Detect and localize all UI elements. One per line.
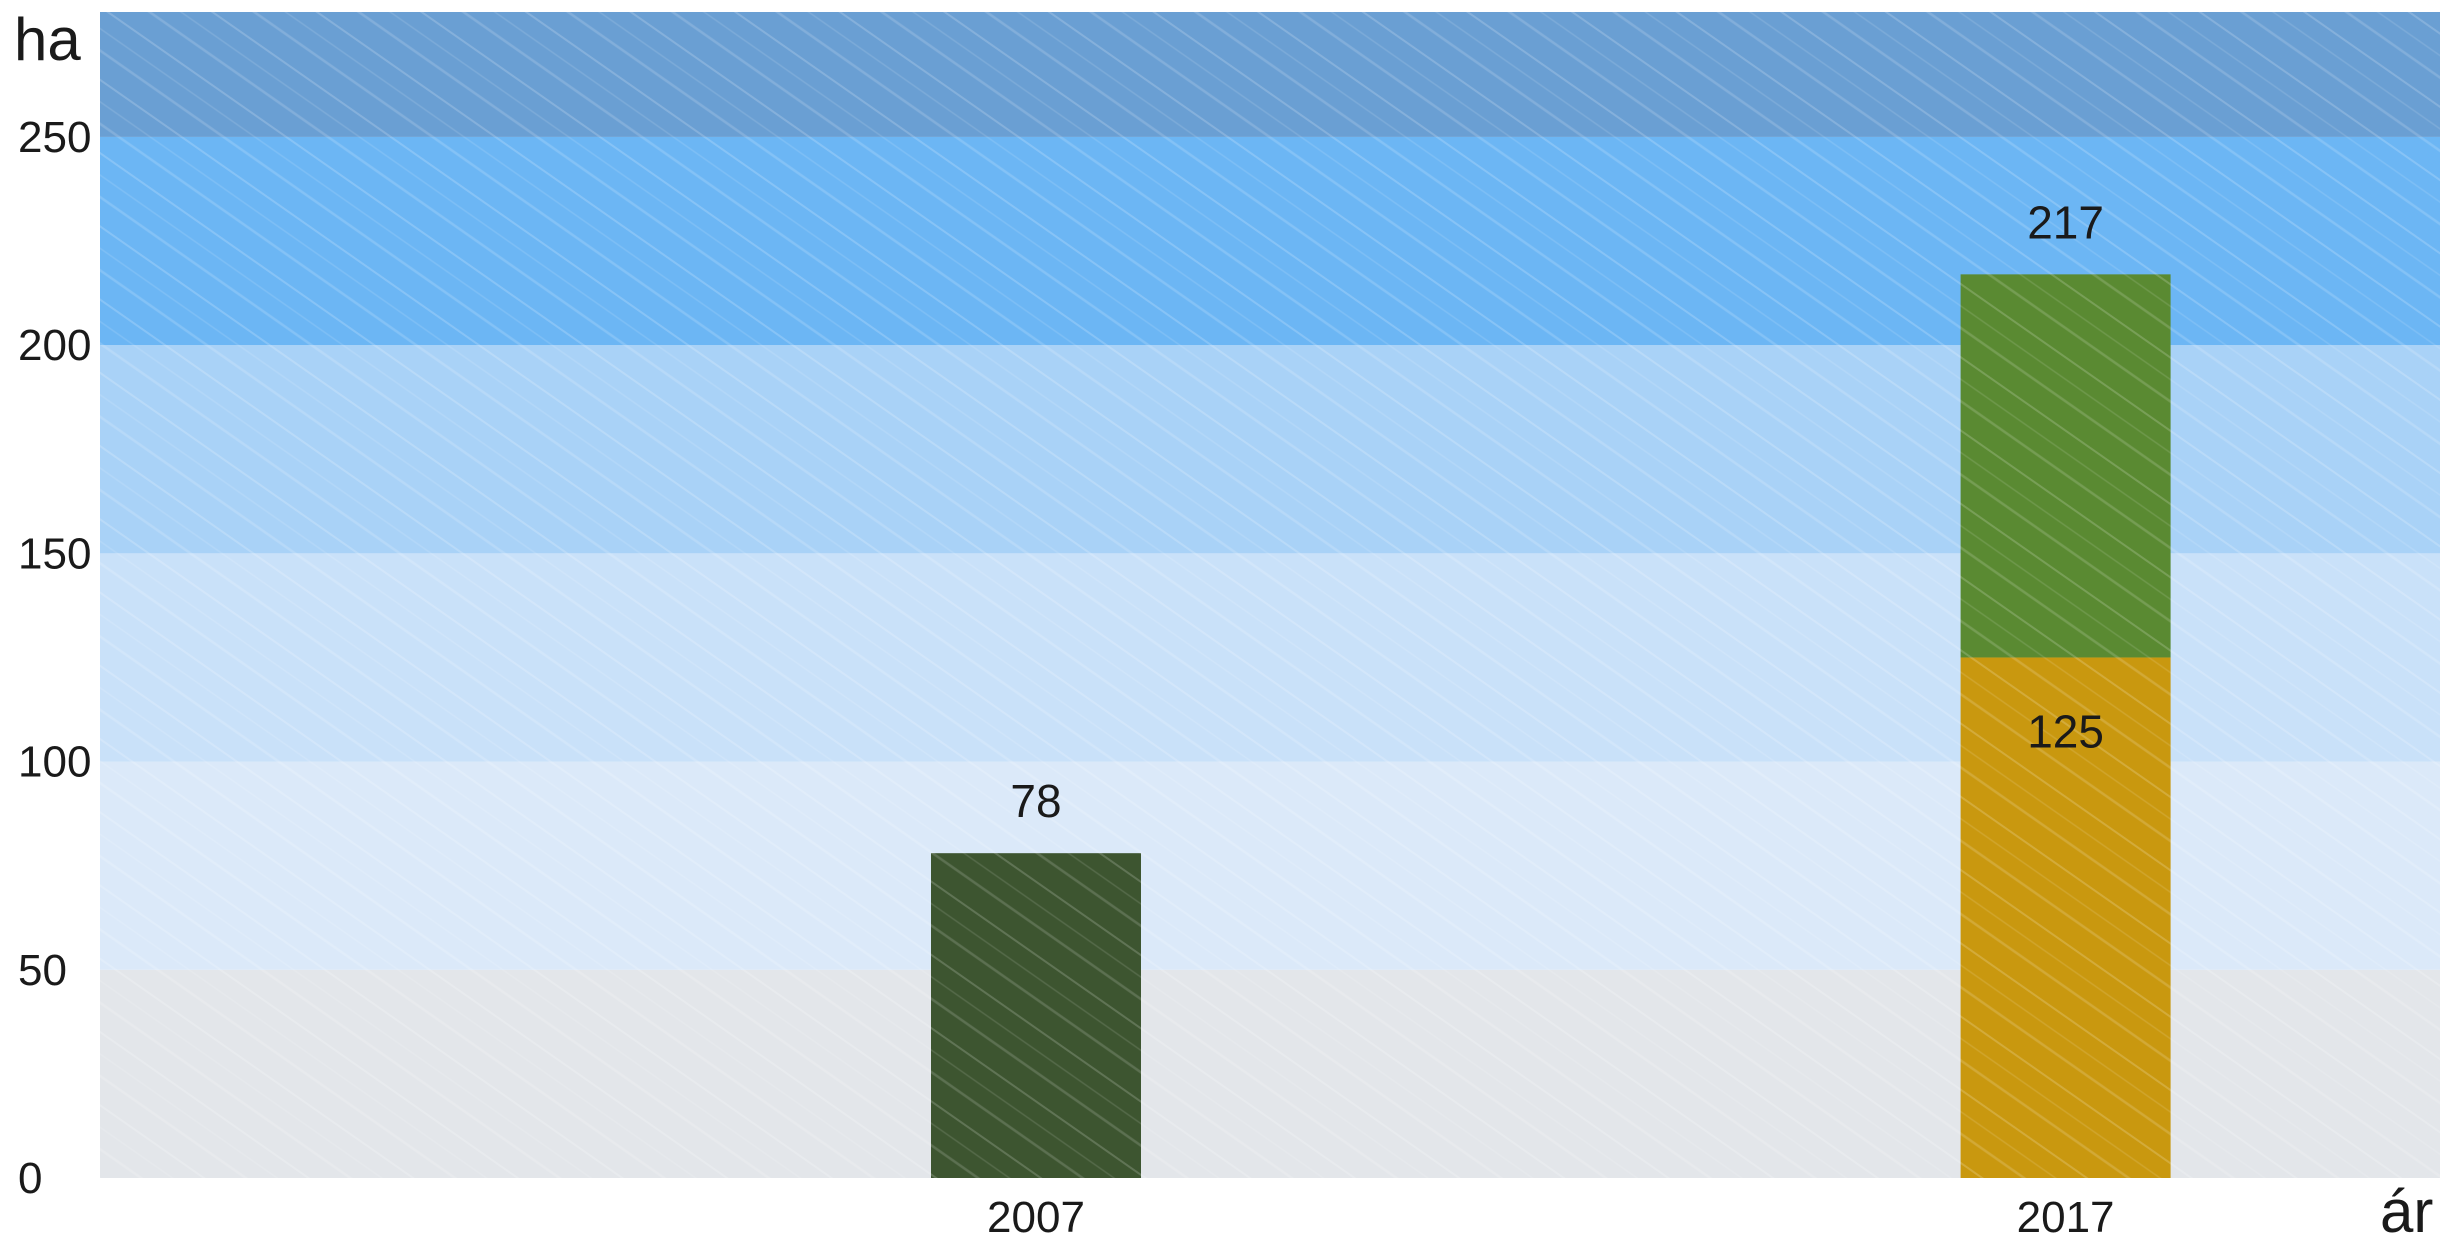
data-label: 125 bbox=[2027, 705, 2104, 757]
y-tick-label: 0 bbox=[18, 1154, 42, 1203]
background-band-texture bbox=[100, 12, 2440, 137]
bar-segment-texture bbox=[1960, 274, 2171, 658]
y-axis-label: ha bbox=[14, 6, 81, 73]
data-label: 78 bbox=[1010, 775, 1061, 827]
data-labels: 78 125 217 bbox=[1010, 196, 2104, 827]
y-axis-ticks: 0 50 100 150 200 250 bbox=[18, 113, 91, 1203]
data-label: 217 bbox=[2027, 196, 2104, 248]
y-tick-label: 250 bbox=[18, 113, 91, 162]
bars bbox=[931, 274, 2171, 1178]
y-tick-label: 100 bbox=[18, 738, 91, 787]
x-axis-ticks: 2007 2017 bbox=[987, 1193, 2114, 1238]
bar-segment-texture bbox=[1960, 657, 2171, 1178]
y-tick-label: 200 bbox=[18, 321, 91, 370]
x-axis-label: ár bbox=[2380, 1178, 2433, 1238]
y-tick-label: 150 bbox=[18, 529, 91, 578]
bar-segment-texture bbox=[931, 853, 1141, 1178]
y-tick-label: 50 bbox=[18, 946, 67, 995]
x-tick-label: 2017 bbox=[2017, 1193, 2115, 1238]
x-tick-label: 2007 bbox=[987, 1193, 1085, 1238]
